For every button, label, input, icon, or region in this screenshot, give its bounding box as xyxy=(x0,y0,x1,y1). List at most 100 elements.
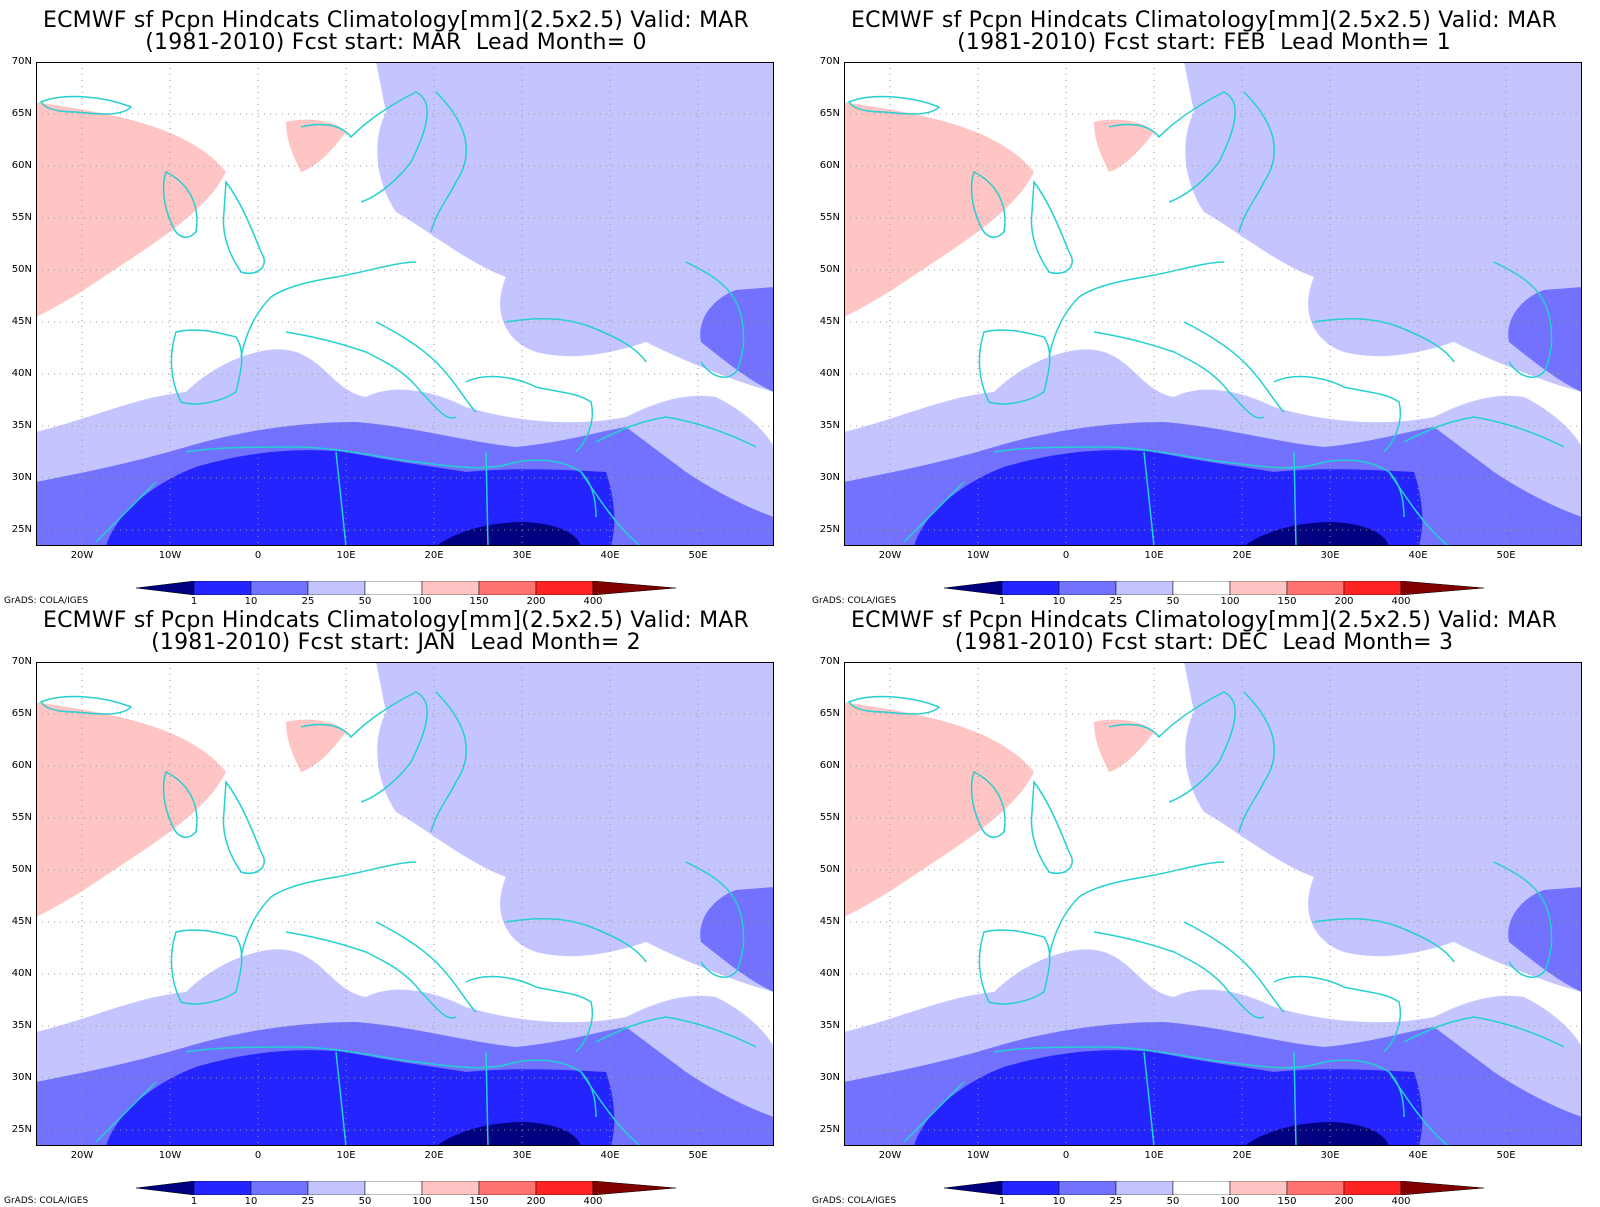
latitude-label: 30N xyxy=(11,472,32,483)
longitude-label: 40E xyxy=(1408,550,1428,561)
latitude-label: 65N xyxy=(11,108,32,119)
latitude-label: 45N xyxy=(819,316,840,327)
egypt-navy-region xyxy=(1244,1122,1389,1146)
precip-map xyxy=(36,662,774,1146)
latitude-label: 45N xyxy=(819,916,840,927)
longitude-label: 30E xyxy=(512,550,532,561)
longitude-label: 0 xyxy=(1062,1150,1070,1161)
colorbar-label: 150 xyxy=(1277,1196,1297,1207)
coastlines xyxy=(847,91,1565,546)
atlantic-pink-region xyxy=(844,702,1034,917)
latitude-label: 55N xyxy=(11,212,32,223)
latitude-label: 40N xyxy=(819,368,840,379)
northeast-pale-blue-region xyxy=(376,662,774,992)
grads-credit: GrADS: COLA/IGES xyxy=(4,596,89,606)
longitude-label: 30E xyxy=(512,1150,532,1161)
colorbar-label: 100 xyxy=(1220,596,1240,607)
longitude-label: 30E xyxy=(1320,1150,1340,1161)
longitude-label: 0 xyxy=(1062,550,1070,561)
egypt-navy-region xyxy=(1244,522,1389,546)
longitude-label: 20W xyxy=(878,550,902,561)
colorbar xyxy=(943,1180,1485,1196)
colorbar xyxy=(135,1180,677,1196)
colorbar-label: 150 xyxy=(469,1196,489,1207)
map-title: ECMWF sf Pcpn Hindcats Climatology[mm](2… xyxy=(851,8,1557,33)
colorbar-label: 10 xyxy=(244,1196,258,1207)
caspian-blue-region xyxy=(1508,287,1582,392)
latitude-label: 25N xyxy=(819,524,840,535)
colorbar-label: 100 xyxy=(412,596,432,607)
latitude-label: 65N xyxy=(819,708,840,719)
colorbar-label: 1 xyxy=(998,1196,1006,1207)
latitude-label: 50N xyxy=(11,264,32,275)
longitude-label: 40E xyxy=(600,1150,620,1161)
latitude-label: 45N xyxy=(11,916,32,927)
map-subtitle: (1981-2010) Fcst start: DEC Lead Month= … xyxy=(954,630,1454,655)
colorbar-label: 1 xyxy=(998,596,1006,607)
colorbar-label: 1 xyxy=(190,1196,198,1207)
map-panel-lead-0: ECMWF sf Pcpn Hindcats Climatology[mm](2… xyxy=(0,0,792,607)
colorbar-label: 50 xyxy=(358,596,372,607)
colorbar-label: 1 xyxy=(190,596,198,607)
colorbar-label: 50 xyxy=(358,1196,372,1207)
colorbar-label: 100 xyxy=(412,1196,432,1207)
longitude-label: 20E xyxy=(1232,1150,1252,1161)
longitude-label: 50E xyxy=(688,1150,708,1161)
longitude-label: 10W xyxy=(966,1150,990,1161)
latitude-label: 25N xyxy=(11,1124,32,1135)
latitude-label: 65N xyxy=(11,708,32,719)
latitude-label: 35N xyxy=(11,420,32,431)
latitude-label: 30N xyxy=(11,1072,32,1083)
map-subtitle: (1981-2010) Fcst start: FEB Lead Month= … xyxy=(957,30,1451,55)
precip-map xyxy=(36,62,774,546)
longitude-label: 10W xyxy=(158,550,182,561)
colorbar-label: 400 xyxy=(583,596,603,607)
latitude-label: 65N xyxy=(819,108,840,119)
grads-credit: GrADS: COLA/IGES xyxy=(4,1196,89,1206)
colorbar xyxy=(943,580,1485,596)
colorbar-label: 25 xyxy=(301,596,315,607)
latitude-label: 70N xyxy=(11,656,32,667)
northeast-pale-blue-region xyxy=(376,62,774,392)
latitude-label: 50N xyxy=(819,264,840,275)
latitude-label: 40N xyxy=(11,968,32,979)
colorbar-label: 25 xyxy=(1109,1196,1123,1207)
norway-pink-region xyxy=(286,119,346,172)
latitude-label: 55N xyxy=(819,812,840,823)
colorbar-label: 150 xyxy=(1277,596,1297,607)
longitude-label: 20E xyxy=(424,1150,444,1161)
atlantic-pink-region xyxy=(36,102,226,317)
latitude-label: 70N xyxy=(11,56,32,67)
colorbar-label: 25 xyxy=(1109,596,1123,607)
latitude-label: 60N xyxy=(819,160,840,171)
longitude-label: 20E xyxy=(424,550,444,561)
caspian-blue-region xyxy=(700,887,774,992)
longitude-label: 10E xyxy=(1144,550,1164,561)
latitude-label: 30N xyxy=(819,472,840,483)
grads-credit: GrADS: COLA/IGES xyxy=(812,1196,897,1206)
map-panel-lead-3: ECMWF sf Pcpn Hindcats Climatology[mm](2… xyxy=(808,600,1600,1207)
colorbar-label: 50 xyxy=(1166,1196,1180,1207)
longitude-label: 0 xyxy=(254,550,262,561)
latitude-label: 35N xyxy=(11,1020,32,1031)
egypt-navy-region xyxy=(436,522,581,546)
longitude-label: 10E xyxy=(336,550,356,561)
egypt-navy-region xyxy=(436,1122,581,1146)
colorbar-label: 400 xyxy=(1391,596,1411,607)
colorbar xyxy=(135,580,677,596)
latitude-label: 35N xyxy=(819,420,840,431)
colorbar-label: 400 xyxy=(583,1196,603,1207)
caspian-blue-region xyxy=(700,287,774,392)
longitude-label: 0 xyxy=(254,1150,262,1161)
latitude-label: 70N xyxy=(819,656,840,667)
colorbar-label: 150 xyxy=(469,596,489,607)
latitude-label: 35N xyxy=(819,1020,840,1031)
latitude-label: 50N xyxy=(819,864,840,875)
map-title: ECMWF sf Pcpn Hindcats Climatology[mm](2… xyxy=(43,608,749,633)
colorbar-label: 10 xyxy=(1052,1196,1066,1207)
latitude-label: 25N xyxy=(11,524,32,535)
caspian-blue-region xyxy=(1508,887,1582,992)
latitude-label: 25N xyxy=(819,1124,840,1135)
longitude-label: 20W xyxy=(878,1150,902,1161)
norway-pink-region xyxy=(286,719,346,772)
